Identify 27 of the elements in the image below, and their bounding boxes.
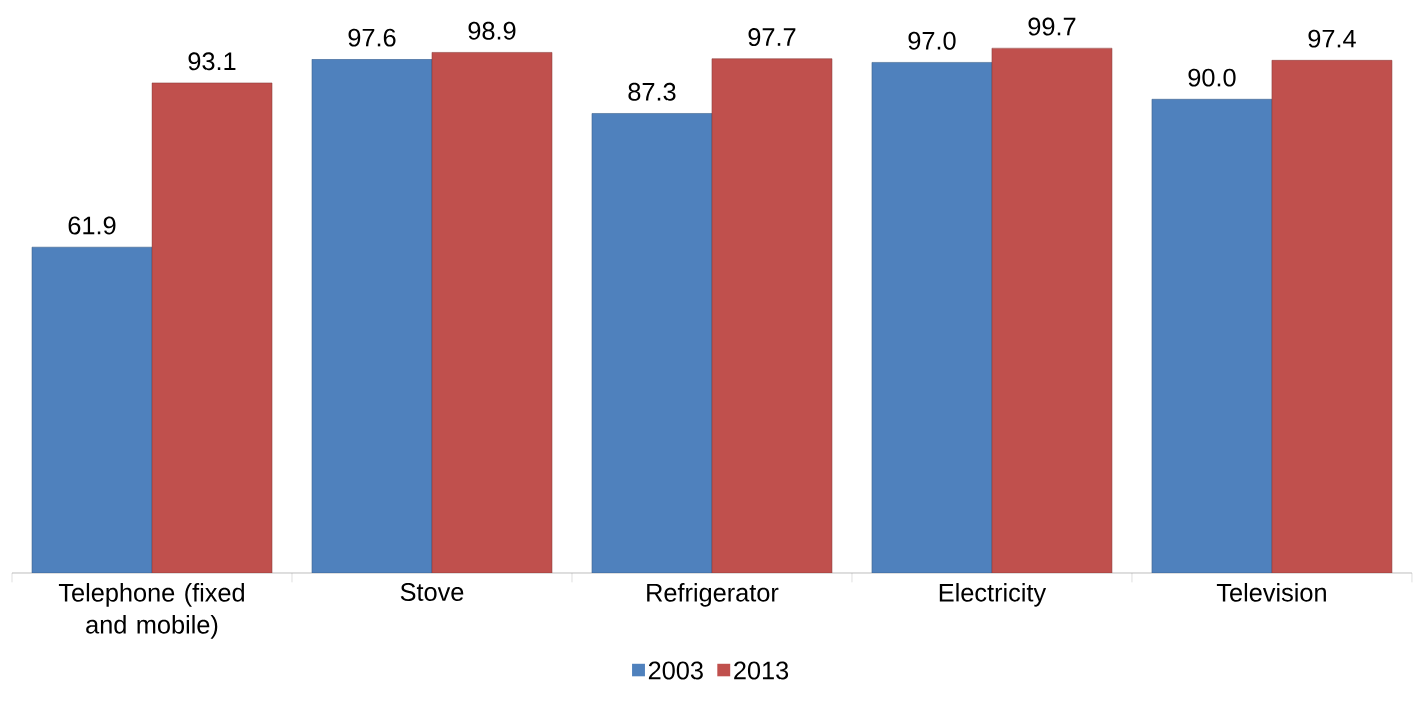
x-tick-label: Telephone (fixed and mobile) — [58, 583, 244, 639]
bar — [991, 47, 1113, 573]
data-label: 90.0 — [1188, 68, 1236, 87]
bar — [1271, 60, 1393, 573]
data-label: 93.1 — [188, 52, 236, 71]
data-label: 97.4 — [1308, 29, 1356, 48]
bar — [311, 59, 433, 573]
bar — [711, 58, 833, 573]
data-label: 87.3 — [628, 82, 676, 101]
bar — [31, 246, 153, 573]
data-label: 99.7 — [1028, 17, 1076, 36]
bar — [431, 52, 553, 573]
x-tick-label: Television — [1216, 583, 1326, 602]
x-tick-label: Stove — [400, 583, 464, 601]
data-label: 97.7 — [748, 28, 796, 47]
data-label: 98.9 — [468, 21, 516, 40]
data-label: 97.0 — [908, 31, 956, 50]
legend-label: 2003 — [648, 661, 703, 680]
bar — [871, 62, 993, 573]
data-label: 97.6 — [348, 28, 396, 47]
bar — [151, 82, 273, 573]
x-tick-label: Refrigerator — [647, 583, 779, 607]
data-label: 61.9 — [68, 216, 116, 235]
x-tick-label: Electricity — [939, 583, 1047, 607]
bar — [1151, 99, 1273, 573]
legend-label: 2013 — [734, 661, 789, 680]
bar — [591, 113, 713, 573]
